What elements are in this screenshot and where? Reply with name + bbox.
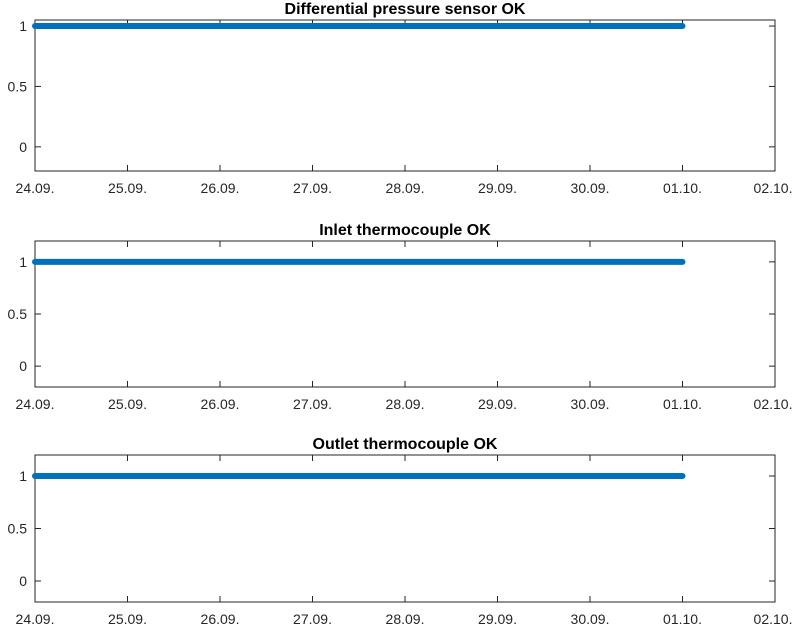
x-tick-label: 26.09. [201, 180, 240, 196]
x-tick-label: 27.09. [293, 396, 332, 412]
x-tick-label: 01.10. [663, 396, 702, 412]
x-tick-label: 26.09. [201, 396, 240, 412]
x-tick-label: 02.10. [754, 611, 793, 627]
y-tick-label: 0 [19, 139, 27, 155]
x-tick-label: 29.09. [478, 180, 517, 196]
x-tick-label: 28.09. [386, 396, 425, 412]
x-tick-label: 27.09. [293, 180, 332, 196]
x-tick-label: 25.09. [108, 611, 147, 627]
x-tick-label: 29.09. [478, 611, 517, 627]
chart-panel-1: Differential pressure sensor OK 24.09. 25.… [8, 1, 793, 196]
chart-panel-2: Inlet thermocouple OK 24.09. 25.09. 26.09. 2… [8, 222, 793, 412]
x-tick-label: 25.09. [108, 180, 147, 196]
x-tick-label: 24.09. [16, 180, 55, 196]
axes-box [34, 19, 776, 172]
x-tick-label: 29.09. [478, 396, 517, 412]
x-tick-label: 28.09. [386, 180, 425, 196]
x-tick-label: 24.09. [16, 611, 55, 627]
x-tick-label: 02.10. [754, 396, 793, 412]
x-tick-label: 27.09. [293, 611, 332, 627]
x-tick-label: 24.09. [16, 396, 55, 412]
x-tick-label: 30.09. [571, 396, 610, 412]
y-tick-label: 1 [19, 254, 27, 270]
axes-box [34, 240, 776, 388]
y-tick-label: 0.5 [8, 306, 28, 322]
y-tick-label: 0 [19, 358, 27, 374]
y-tick-label: 0.5 [8, 521, 28, 537]
chart-title: Inlet thermocouple OK [319, 222, 491, 239]
x-tick-label: 26.09. [201, 611, 240, 627]
y-tick-label: 0 [19, 573, 27, 589]
x-tick-label: 25.09. [108, 396, 147, 412]
y-tick-label: 1 [19, 468, 27, 484]
y-tick-label: 0.5 [8, 78, 28, 94]
x-tick-label: 30.09. [571, 611, 610, 627]
x-tick-label: 01.10. [663, 180, 702, 196]
x-tick-label: 01.10. [663, 611, 702, 627]
chart-title: Differential pressure sensor OK [285, 1, 526, 18]
chart-title: Outlet thermocouple OK [313, 436, 498, 453]
x-tick-label: 28.09. [386, 611, 425, 627]
chart-panel-3: Outlet thermocouple OK 24.09. 25.09. 26.09.… [8, 436, 793, 627]
axes-box [34, 454, 776, 603]
x-tick-label: 02.10. [754, 180, 793, 196]
y-tick-label: 1 [19, 18, 27, 34]
x-tick-label: 30.09. [571, 180, 610, 196]
